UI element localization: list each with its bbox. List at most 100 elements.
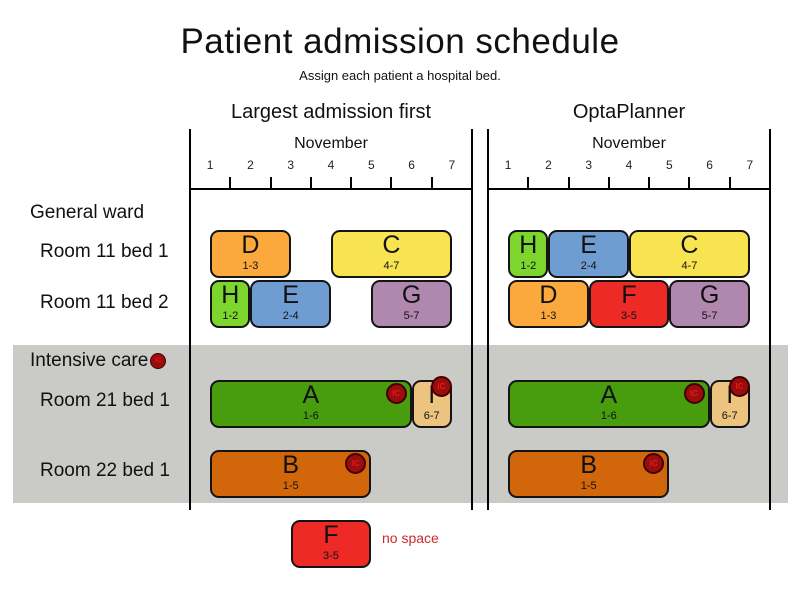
day-label-5: 5	[367, 158, 375, 172]
row-label-intensive-care: Intensive care IC	[30, 350, 167, 372]
patient-letter: D	[539, 281, 558, 309]
page-subtitle: Assign each patient a hospital bed.	[299, 68, 501, 83]
patient-block-D: D 1-3	[210, 230, 291, 278]
patient-date-range: 2-4	[282, 310, 299, 322]
patient-letter: B	[580, 451, 598, 479]
chart-left-border	[487, 129, 489, 510]
axis-tick	[229, 177, 232, 190]
patient-date-range: 1-6	[600, 410, 617, 422]
patient-letter: D	[241, 231, 260, 259]
chart-left-border	[189, 129, 191, 510]
chart-right-border	[471, 129, 473, 510]
patient-letter: H	[519, 231, 538, 259]
day-label-7: 7	[448, 158, 456, 172]
patient-letter: B	[282, 451, 300, 479]
patient-block-F: F 3-5	[588, 280, 670, 328]
intensive-care-icon: IC	[728, 376, 750, 397]
row-label-text: Room 11 bed 2	[40, 292, 169, 313]
day-label-2: 2	[545, 158, 552, 172]
axis-tick	[728, 177, 731, 190]
chart-title-largest-admission-first: Largest admission first	[230, 101, 432, 123]
chart-right-border	[769, 129, 771, 510]
row-label-room-21-bed-1: Room 21 bed 1	[40, 390, 170, 412]
patient-letter: G	[699, 281, 720, 309]
patient-letter: E	[580, 231, 598, 259]
day-label-4: 4	[327, 158, 335, 172]
axis-tick	[607, 177, 610, 190]
patient-block-H: H 1-2	[210, 280, 251, 328]
row-label-text: Room 22 bed 1	[40, 460, 170, 481]
patient-letter: I	[726, 381, 734, 409]
chart-title-optaplanner: OptaPlanner	[572, 101, 686, 123]
day-label-7: 7	[746, 158, 754, 172]
patient-letter: I	[428, 381, 436, 409]
timeline-axis	[488, 188, 770, 190]
patient-block-H: H 1-2	[508, 230, 549, 278]
day-label-6: 6	[408, 158, 415, 172]
axis-tick	[430, 177, 433, 190]
axis-tick	[688, 177, 691, 190]
intensive-care-icon: IC	[643, 453, 665, 474]
patient-date-range: 1-2	[222, 310, 239, 322]
no-space-note: no space	[382, 530, 439, 546]
intensive-care-icon: IC	[683, 383, 705, 404]
intensive-care-icon: IC	[385, 383, 407, 404]
patient-block-A: A 1-6 IC	[508, 380, 710, 428]
patient-date-range: 1-3	[242, 260, 259, 272]
patient-date-range: 2-4	[580, 260, 597, 272]
day-label-6: 6	[706, 158, 713, 172]
intensive-care-icon: IC	[345, 453, 367, 474]
row-label-room-11-bed-2: Room 11 bed 2	[40, 292, 169, 314]
patient-letter: A	[302, 381, 320, 409]
axis-tick	[269, 177, 272, 190]
axis-tick	[390, 177, 393, 190]
day-label-5: 5	[665, 158, 673, 172]
patient-date-range: 1-2	[520, 260, 537, 272]
patient-letter: F	[323, 521, 339, 549]
patient-letter: A	[600, 381, 618, 409]
row-label-room-22-bed-1: Room 22 bed 1	[40, 460, 170, 482]
day-label-4: 4	[625, 158, 633, 172]
row-label-text: Room 11 bed 1	[40, 241, 169, 262]
day-label-3: 3	[585, 158, 593, 172]
row-label-general-ward: General ward	[30, 202, 144, 224]
intensive-care-icon: IC	[430, 376, 452, 397]
patient-date-range: 4-7	[681, 260, 698, 272]
timeline-axis	[190, 188, 472, 190]
patient-letter: F	[621, 281, 637, 309]
month-label: November	[592, 135, 666, 152]
patient-date-range: 6-7	[721, 410, 738, 422]
patient-block-I: I 6-7 IC	[411, 376, 452, 428]
patient-letter: E	[282, 281, 300, 309]
patient-block-G: G 5-7	[669, 280, 750, 328]
patient-block-I: I 6-7 IC	[709, 376, 750, 428]
patient-block-E: E 2-4	[250, 280, 331, 328]
row-label-room-11-bed-1: Room 11 bed 1	[40, 241, 169, 263]
patient-block-B: B 1-5 IC	[508, 450, 670, 498]
axis-tick	[527, 177, 530, 190]
axis-tick	[567, 177, 570, 190]
patient-date-range: 4-7	[383, 260, 400, 272]
patient-block-C: C 4-7	[331, 230, 452, 278]
patient-block-C: C 4-7	[629, 230, 750, 278]
patient-block-E: E 2-4	[548, 230, 629, 278]
patient-date-range: 3-5	[621, 310, 637, 322]
patient-block-B: B 1-5 IC	[210, 450, 372, 498]
axis-tick	[350, 177, 353, 190]
patient-date-range: 1-5	[282, 480, 299, 492]
patient-letter: G	[401, 281, 422, 309]
day-label-2: 2	[247, 158, 254, 172]
patient-letter: C	[680, 231, 699, 259]
patient-date-range: 5-7	[403, 310, 420, 322]
patient-letter: C	[382, 231, 401, 259]
patient-block-F: F 3-5	[290, 520, 372, 568]
patient-date-range: 3-5	[323, 550, 339, 562]
row-label-text: Intensive care	[30, 350, 149, 371]
row-label-text: General ward	[30, 202, 145, 223]
patient-date-range: 1-5	[580, 480, 597, 492]
month-label: November	[294, 135, 368, 152]
patient-date-range: 5-7	[701, 310, 718, 322]
patient-block-D: D 1-3	[508, 280, 589, 328]
patient-date-range: 1-6	[302, 410, 319, 422]
